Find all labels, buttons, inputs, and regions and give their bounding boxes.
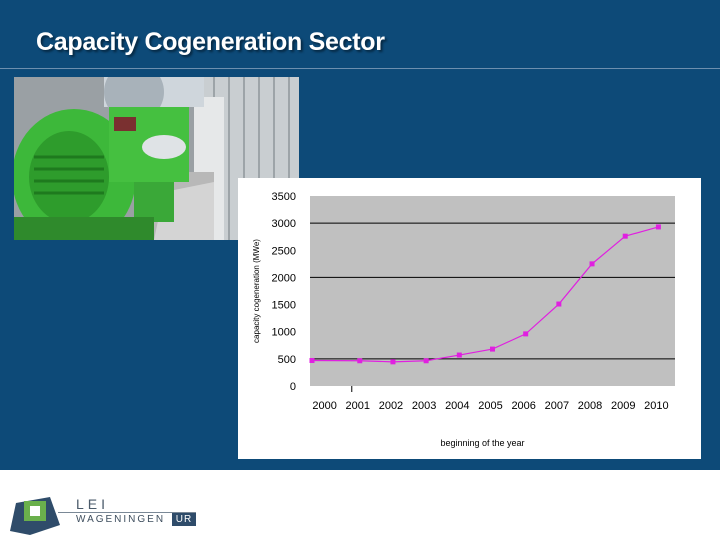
logo-ur-badge: UR — [172, 513, 196, 526]
x-tick-label: 2002 — [379, 400, 403, 412]
slide-title: Capacity Cogeneration Sector — [36, 28, 385, 56]
logo-wageningen-text: WAGENINGEN — [76, 514, 166, 525]
logo-divider — [58, 512, 196, 513]
y-tick-label: 3500 — [272, 191, 296, 203]
data-point — [357, 358, 363, 364]
data-point — [655, 224, 661, 230]
data-point — [390, 359, 396, 365]
x-tick-label: 2009 — [611, 400, 635, 412]
x-tick-label: 2006 — [511, 400, 535, 412]
plot-area — [310, 196, 675, 386]
x-tick-label: 2008 — [578, 400, 602, 412]
x-axis-label: beginning of the year — [440, 438, 524, 448]
logo-lei-text: LEI — [76, 496, 110, 512]
y-tick-label: 3000 — [272, 218, 296, 230]
x-tick-label: 2004 — [445, 400, 469, 412]
data-point — [309, 357, 315, 363]
lei-wageningen-logo-mark — [10, 497, 60, 535]
data-point — [523, 331, 529, 337]
y-tick-label: 2500 — [272, 245, 296, 257]
y-axis-label: capacity cogeneration (MWe) — [252, 239, 261, 343]
data-point — [490, 346, 495, 352]
x-tick-label: 2003 — [412, 400, 436, 412]
y-tick-label: 1000 — [272, 327, 296, 339]
x-tick-label: 2007 — [545, 400, 569, 412]
y-tick-label: 2000 — [272, 272, 296, 284]
data-point — [456, 352, 462, 358]
y-tick-label: 0 — [290, 381, 296, 393]
data-point — [423, 358, 429, 364]
chart-svg: 0 500 1000 1500 2000 2500 3000 3500 2000 2001 2002… — [252, 191, 675, 448]
y-tick-label: 500 — [278, 354, 296, 366]
title-divider — [0, 68, 720, 69]
footer: LEI WAGENINGEN UR — [0, 470, 720, 540]
capacity-chart: 0 500 1000 1500 2000 2500 3000 3500 2000 2001 2002… — [238, 178, 701, 459]
data-point — [556, 301, 562, 307]
cogeneration-engine-photo — [14, 77, 299, 240]
x-tick-label: 2005 — [478, 400, 502, 412]
data-point — [589, 261, 595, 267]
x-tick-label: 2000 — [312, 400, 336, 412]
data-point — [622, 233, 628, 239]
x-tick-label: 2001 — [346, 400, 370, 412]
x-tick-label: 2010 — [644, 400, 668, 412]
y-tick-label: 1500 — [272, 300, 296, 312]
